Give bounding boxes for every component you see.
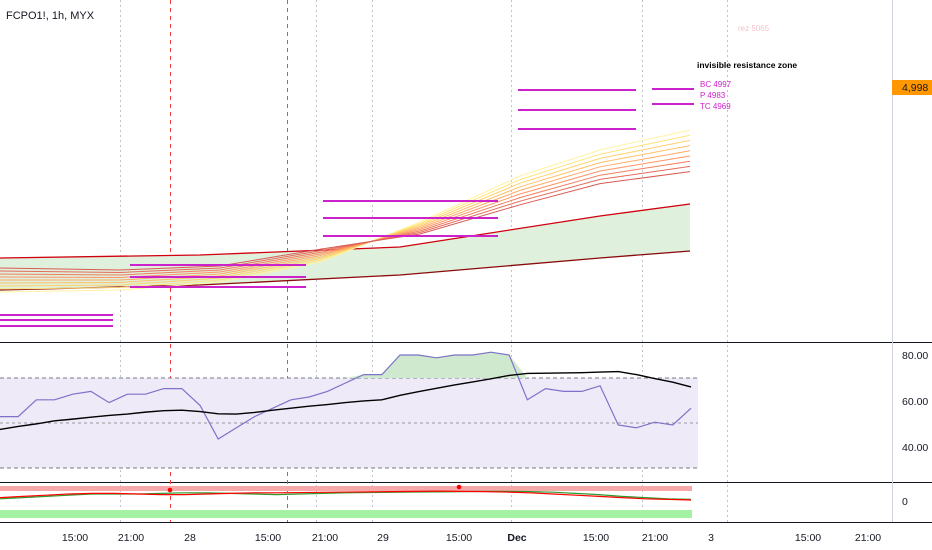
ma-cloud [0, 204, 690, 290]
pivot-bc-label: BC 4997 [700, 80, 732, 89]
time-tick-label: 21:00 [312, 532, 338, 544]
rsi-panel [0, 351, 698, 469]
time-tick-label: Dec [507, 532, 526, 544]
time-tick-label: 15:00 [446, 532, 472, 544]
time-tick-label: 15:00 [255, 532, 281, 544]
last-price-marker [892, 80, 932, 95]
time-tick-label: 15:00 [62, 532, 88, 544]
rsi-tick-label: 80.00 [902, 350, 928, 362]
time-tick-label: 28 [184, 532, 196, 544]
rsi-tick-label: 40.00 [902, 442, 928, 454]
rsi-line [0, 351, 692, 440]
osc-red-line [0, 490, 692, 501]
rsi-tick-label: 60.00 [902, 396, 928, 408]
time-tick-label: 29 [377, 532, 389, 544]
pivot-lines-layer [0, 88, 694, 327]
osc-green-band [0, 510, 692, 518]
axes-layer: 4,7204,7604,8004,8404,8804,9204,9605,000… [62, 350, 929, 544]
time-tick-label: 15:00 [583, 532, 609, 544]
osc-signal-dot [456, 484, 462, 490]
ema-ribbon-line [0, 171, 691, 271]
osc-red-band [0, 486, 692, 491]
time-tick-label: 15:00 [795, 532, 821, 544]
ma-long-upper [0, 203, 691, 259]
time-tick-label: 21:00 [855, 532, 881, 544]
time-tick-label: 21:00 [118, 532, 144, 544]
time-tick-label: 3 [708, 532, 714, 544]
resistance-zone-label: invisible resistance zone [697, 60, 797, 70]
rsi-overbought-fill [0, 352, 691, 378]
oscillator-panel [0, 484, 692, 518]
osc-signal-dot [167, 487, 173, 493]
resistance-zone-faint-label: rez 5065 [738, 24, 770, 33]
ema-ribbon-layer [0, 129, 691, 293]
pivot-tc-label: TC 4969 [700, 102, 731, 111]
rsi-ma-line [0, 370, 692, 431]
last-price-label: 4,998 [902, 82, 928, 94]
chart-title: FCPO1!, 1h, MYX [6, 10, 95, 22]
time-tick-label: 21:00 [642, 532, 668, 544]
osc-tick-label: 0 [902, 496, 908, 508]
pivot-p-label: P 4983 [700, 91, 726, 100]
